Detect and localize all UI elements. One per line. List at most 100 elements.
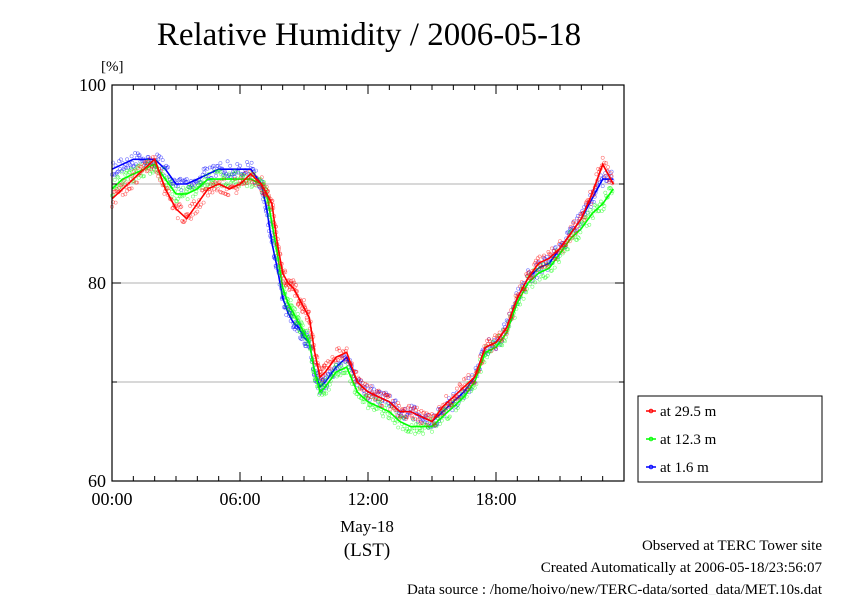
series-sample-point bbox=[374, 407, 379, 412]
series-sample-point bbox=[535, 268, 539, 273]
series-sample-point bbox=[183, 189, 188, 194]
series-sample-point bbox=[414, 408, 418, 413]
series-sample-point bbox=[425, 422, 430, 427]
series-sample-point bbox=[171, 182, 176, 187]
series-sample-point bbox=[228, 174, 233, 179]
series-sample-point bbox=[408, 430, 413, 434]
series-sample-point bbox=[454, 408, 458, 413]
series-sample-point bbox=[526, 271, 530, 276]
legend-label: at 12.3 m bbox=[660, 432, 717, 448]
series-sample-point bbox=[194, 180, 199, 185]
series-sample-point bbox=[388, 407, 393, 412]
series-sample-point bbox=[322, 392, 327, 397]
series-sample-point bbox=[122, 178, 127, 183]
series-sample-point bbox=[410, 415, 415, 420]
series-sample-point bbox=[455, 406, 460, 410]
series-sample-point bbox=[551, 249, 556, 254]
series-sample-point bbox=[342, 357, 347, 362]
series-sample-point bbox=[405, 415, 410, 420]
series-sample-point bbox=[243, 170, 248, 175]
series-sample-point bbox=[493, 333, 498, 338]
series-sample-point bbox=[254, 168, 258, 173]
series-sample-point bbox=[228, 163, 233, 168]
series-sample-point bbox=[551, 261, 555, 265]
series-sample-point bbox=[572, 219, 577, 224]
series-sample-point bbox=[184, 177, 189, 181]
series-sample-point bbox=[386, 415, 391, 420]
series-sample-point bbox=[430, 412, 434, 416]
series-sample-point bbox=[232, 176, 237, 181]
series-sample-point bbox=[469, 389, 474, 394]
series-sample-point bbox=[206, 193, 210, 198]
series-sample-point bbox=[607, 186, 611, 191]
series-sample-point bbox=[111, 160, 115, 165]
series-sample-point bbox=[156, 174, 161, 179]
series-sample-point bbox=[287, 286, 292, 291]
series-sample-point bbox=[464, 385, 469, 390]
series-sample-point bbox=[140, 168, 145, 173]
series-sample-point bbox=[376, 399, 381, 404]
series-sample-point bbox=[112, 177, 117, 182]
series-sample-point bbox=[564, 242, 569, 247]
series-sample-point bbox=[331, 369, 336, 374]
series-sample-point bbox=[262, 180, 266, 185]
series-sample-point bbox=[115, 174, 120, 179]
series-sample-point bbox=[393, 398, 398, 403]
series-sample-point bbox=[603, 174, 608, 179]
series-1 bbox=[110, 158, 615, 436]
series-sample-point bbox=[454, 386, 459, 391]
series-sample-point bbox=[402, 407, 407, 412]
series-sample-point bbox=[486, 337, 491, 342]
series-sample-point bbox=[453, 399, 458, 403]
series-sample-point bbox=[208, 182, 213, 187]
series-sample-point bbox=[249, 160, 254, 165]
series-sample-point bbox=[354, 369, 359, 374]
series-sample-point bbox=[373, 398, 378, 402]
series-sample-point bbox=[142, 163, 146, 168]
series-sample-point bbox=[502, 338, 506, 343]
series-sample-point bbox=[333, 364, 338, 369]
series-sample-point bbox=[585, 210, 590, 215]
series-sample-point bbox=[366, 394, 371, 399]
series-sample-point bbox=[181, 185, 186, 190]
series-0 bbox=[110, 155, 615, 428]
series-sample-point bbox=[381, 414, 386, 419]
series-sample-point bbox=[395, 413, 400, 418]
series-sample-point bbox=[378, 392, 383, 396]
series-sample-point bbox=[290, 314, 295, 319]
series-sample-point bbox=[608, 186, 613, 191]
series-sample-point bbox=[182, 177, 187, 182]
series-sample-point bbox=[168, 180, 173, 184]
series-sample-point bbox=[178, 176, 183, 181]
series-sample-point bbox=[293, 307, 298, 312]
series-sample-point bbox=[295, 311, 300, 316]
series-sample-point bbox=[553, 256, 558, 261]
series-sample-point bbox=[206, 172, 211, 176]
series-sample-point bbox=[566, 247, 570, 252]
series-sample-point bbox=[251, 167, 256, 171]
series-sample-point bbox=[259, 175, 264, 180]
series-sample-point bbox=[284, 302, 289, 307]
series-sample-point bbox=[231, 171, 236, 176]
series-sample-point bbox=[304, 315, 309, 320]
series-sample-point bbox=[161, 166, 166, 171]
series-sample-point bbox=[294, 283, 298, 288]
series-sample-point bbox=[253, 182, 258, 187]
series-sample-point bbox=[409, 413, 414, 418]
series-sample-point bbox=[575, 235, 580, 240]
series-sample-point bbox=[126, 170, 131, 175]
series-sample-point bbox=[116, 169, 121, 174]
series-sample-point bbox=[154, 169, 159, 174]
series-sample-point bbox=[600, 184, 605, 189]
series-sample-point bbox=[533, 280, 538, 285]
series-sample-point bbox=[142, 160, 147, 165]
series-sample-point bbox=[307, 334, 312, 339]
series-sample-point bbox=[246, 163, 250, 168]
x-tick-label: 06:00 bbox=[219, 489, 260, 509]
series-sample-point bbox=[518, 284, 522, 289]
series-sample-point bbox=[336, 346, 341, 351]
series-sample-point bbox=[298, 330, 303, 334]
series-sample-point bbox=[387, 393, 392, 398]
series-sample-point bbox=[591, 199, 596, 204]
